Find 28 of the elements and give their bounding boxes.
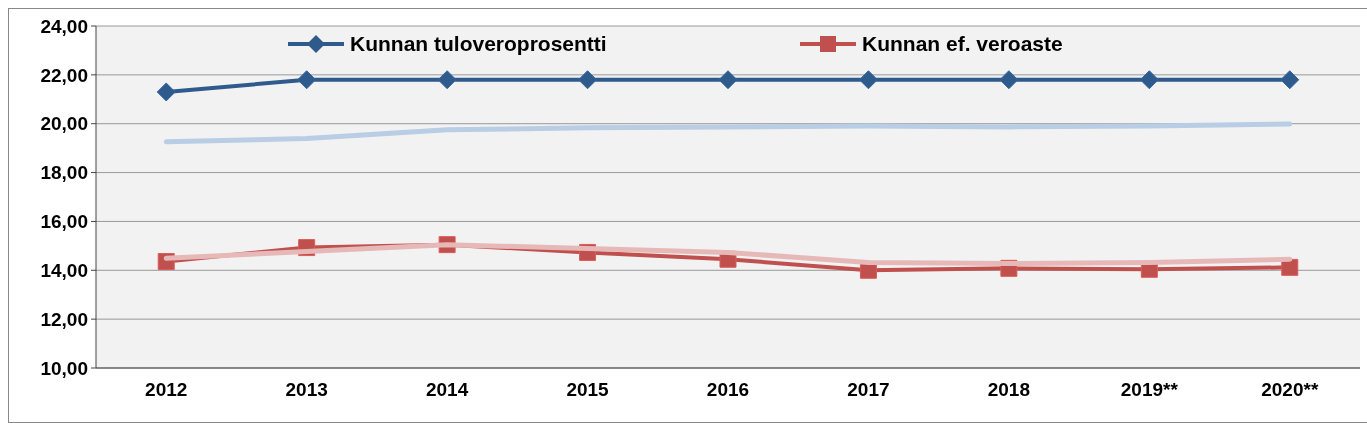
- y-tick-label: 14,00: [40, 259, 88, 281]
- point: [718, 70, 738, 90]
- point: [437, 70, 457, 90]
- x-tick-label: 2015: [566, 379, 610, 400]
- point: [1139, 70, 1159, 90]
- point: [1280, 70, 1300, 90]
- point: [858, 70, 878, 90]
- y-tick-label: 12,00: [40, 308, 88, 330]
- point: [578, 70, 598, 90]
- point: [156, 82, 176, 102]
- x-tick-label: 2017: [847, 379, 890, 400]
- x-tick-label: 2014: [425, 379, 469, 400]
- x-tick-label: 2016: [706, 379, 750, 400]
- y-tick-label: 20,00: [40, 113, 88, 135]
- y-tick-label: 16,00: [40, 211, 88, 233]
- x-tick-label: 2020**: [1261, 379, 1319, 400]
- legend-label: Kunnan tuloveroprosentti: [350, 32, 607, 56]
- x-tick-label: 2012: [145, 379, 188, 400]
- point: [999, 70, 1019, 90]
- x-tick-label: 2018: [987, 379, 1031, 400]
- legend-label: Kunnan ef. veroaste: [862, 32, 1063, 56]
- x-tick-label: 2019**: [1120, 379, 1179, 400]
- y-tick-label: 24,00: [40, 15, 88, 37]
- y-tick-label: 18,00: [40, 162, 88, 184]
- y-tick-label: 22,00: [40, 64, 88, 86]
- y-tick-label: 10,00: [40, 357, 88, 379]
- x-tick-label: 2013: [285, 379, 328, 400]
- point: [297, 70, 317, 90]
